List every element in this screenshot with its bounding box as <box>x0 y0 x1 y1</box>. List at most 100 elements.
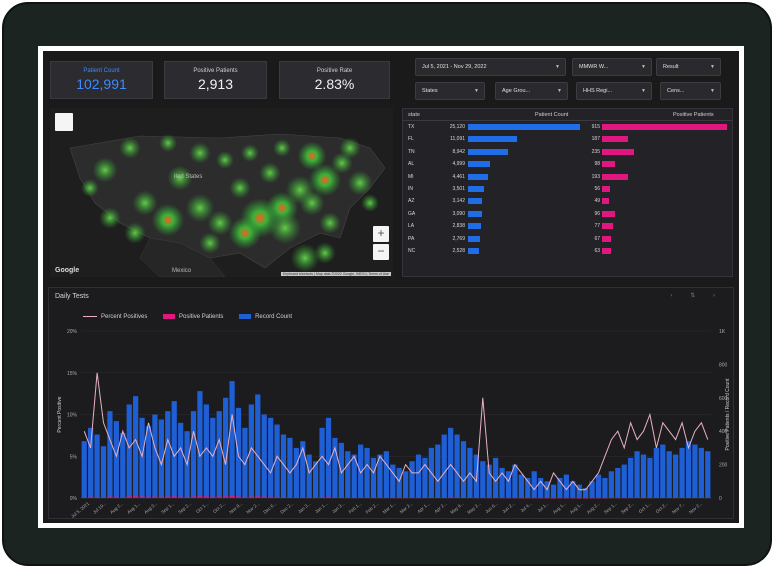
positive-patients-bar <box>602 136 628 143</box>
right-tick-label: 400 <box>719 429 728 435</box>
heat-spot <box>290 243 320 273</box>
positive-patients-bar <box>338 497 344 498</box>
table-row[interactable]: GA 3,090 96 <box>403 208 732 220</box>
positive-patients-bar <box>133 496 139 498</box>
map-attribution[interactable]: Keyboard shortcuts | Map data ©2022 Goog… <box>280 272 391 276</box>
positive-patients-bar <box>100 497 107 498</box>
positive-patients-bar <box>634 497 640 498</box>
record-count-bar <box>229 381 235 498</box>
census-filter[interactable]: Cens... ▼ <box>660 82 721 100</box>
record-count-bar <box>319 427 325 498</box>
state-table: state Patient Count Positive Patients TX… <box>402 108 733 277</box>
table-row[interactable]: TN 8,942 235 <box>403 146 732 158</box>
table-row[interactable]: PA 2,769 67 <box>403 233 732 245</box>
header-positive-patients[interactable]: Positive Patients <box>673 112 714 118</box>
states-label: States <box>422 88 438 94</box>
left-tick-label: 10% <box>67 413 78 419</box>
heat-spot <box>159 134 177 152</box>
chart-controls[interactable]: ‹ ⇅ › <box>670 293 723 299</box>
patient-count-bar <box>468 185 484 192</box>
legend-positive-patients[interactable]: Positive Patients <box>163 314 223 320</box>
patient-count-cell: 3,142 <box>452 198 465 205</box>
positive-patients-bar <box>274 496 280 498</box>
positive-patients-bar <box>602 185 610 192</box>
legend-record-count[interactable]: Record Count <box>239 314 292 320</box>
heat-spot <box>241 144 259 162</box>
x-tick-label: Jul 1... <box>536 501 549 513</box>
table-row[interactable]: FL 11,091 187 <box>403 133 732 145</box>
record-count-bar <box>242 427 248 498</box>
table-row[interactable]: MI 4,461 193 <box>403 171 732 183</box>
state-cell: PA <box>408 235 415 242</box>
record-count-bar <box>190 411 197 498</box>
percent-positive-line <box>83 372 709 491</box>
right-tick-label: 200 <box>719 463 728 469</box>
patient-count-bar <box>468 223 481 230</box>
table-row[interactable]: IN 3,501 56 <box>403 183 732 195</box>
result-filter[interactable]: Result ▼ <box>656 58 721 76</box>
positive-patients-bar <box>184 496 190 498</box>
positive-patients-bar <box>428 497 434 498</box>
x-tick-label: Oct 1... <box>195 501 209 514</box>
positive-patients-bar <box>223 496 229 498</box>
heat-spot <box>268 211 302 245</box>
google-logo: Google <box>55 267 80 274</box>
date-range-filter[interactable]: Jul 5, 2021 - Nov 29, 2022 ▼ <box>415 58 566 76</box>
kpi-value: 2.83% <box>314 76 355 92</box>
positive-patients-bar <box>602 235 612 242</box>
record-count-bar <box>563 474 569 498</box>
fullscreen-toggle-button[interactable] <box>55 113 73 131</box>
positive-patients-cell: 67 <box>594 235 600 242</box>
table-row[interactable]: AL 4,999 98 <box>403 158 732 170</box>
record-count-bar <box>653 447 659 498</box>
legend-line-swatch <box>83 316 97 317</box>
positive-patients-bar <box>460 496 467 498</box>
x-tick-label: Oct 1... <box>638 501 652 514</box>
x-tick-label: Sep 2... <box>620 501 635 515</box>
x-tick-label: Apr 1... <box>416 501 430 514</box>
mmwr-filter[interactable]: MMWR W... ▼ <box>572 58 652 76</box>
record-count-bar <box>608 471 614 498</box>
zoom-out-button[interactable]: − <box>373 244 389 260</box>
heat-spot <box>92 157 118 183</box>
header-state[interactable]: state <box>408 112 420 118</box>
state-cell: FL <box>408 136 414 143</box>
legend-pink-swatch <box>163 314 176 319</box>
record-count-bar <box>698 447 704 498</box>
x-tick-label: Jan 3... <box>297 501 312 514</box>
positive-patients-bar <box>81 496 87 498</box>
positive-patients-cell: 193 <box>591 173 600 180</box>
kpi-label: Positive Rate <box>316 68 353 74</box>
record-count-bar <box>338 442 344 498</box>
record-count-bar <box>589 481 595 498</box>
legend-percent-positives[interactable]: Percent Positives <box>83 314 147 320</box>
table-row[interactable]: AZ 3,142 49 <box>403 195 732 207</box>
record-count-bar <box>113 421 119 498</box>
record-count-bar <box>673 454 679 498</box>
chart-svg: 20% 15% 10% 5% 0% 1K 800 600 400 200 0 Percent Posi… <box>57 329 731 519</box>
record-count-bar <box>126 404 132 498</box>
record-count-bar <box>81 441 87 498</box>
record-count-bar <box>268 417 274 498</box>
positive-patients-bar <box>139 496 145 498</box>
states-filter[interactable]: States ▼ <box>415 82 485 100</box>
positive-patients-cell: 187 <box>591 136 600 143</box>
table-row[interactable]: TX 25,120 915 <box>403 121 732 133</box>
header-patient-count[interactable]: Patient Count <box>535 112 569 118</box>
age-group-filter[interactable]: Age Grou... ▼ <box>495 82 568 100</box>
state-cell: AL <box>408 161 415 168</box>
positive-patients-bar <box>158 496 164 498</box>
hhs-region-filter[interactable]: HHS Regi... ▼ <box>576 82 652 100</box>
left-tick-label: 5% <box>70 454 78 460</box>
x-tick-label: Feb 1... <box>348 501 363 515</box>
positive-patients-cell: 77 <box>594 223 600 230</box>
heat-map[interactable]: ited States Mexico + − Google Keyboard s… <box>50 108 393 277</box>
table-row[interactable]: NC 2,528 63 <box>403 245 732 257</box>
positive-patients-bar <box>602 124 727 130</box>
left-tick-label: 0% <box>70 496 78 502</box>
table-row[interactable]: LA 2,838 77 <box>403 220 732 232</box>
x-tick-label: Jul 5, 2021 <box>70 501 90 519</box>
positive-patients-bar <box>268 496 274 498</box>
zoom-in-button[interactable]: + <box>373 226 389 242</box>
positive-patients-bar <box>248 496 254 498</box>
